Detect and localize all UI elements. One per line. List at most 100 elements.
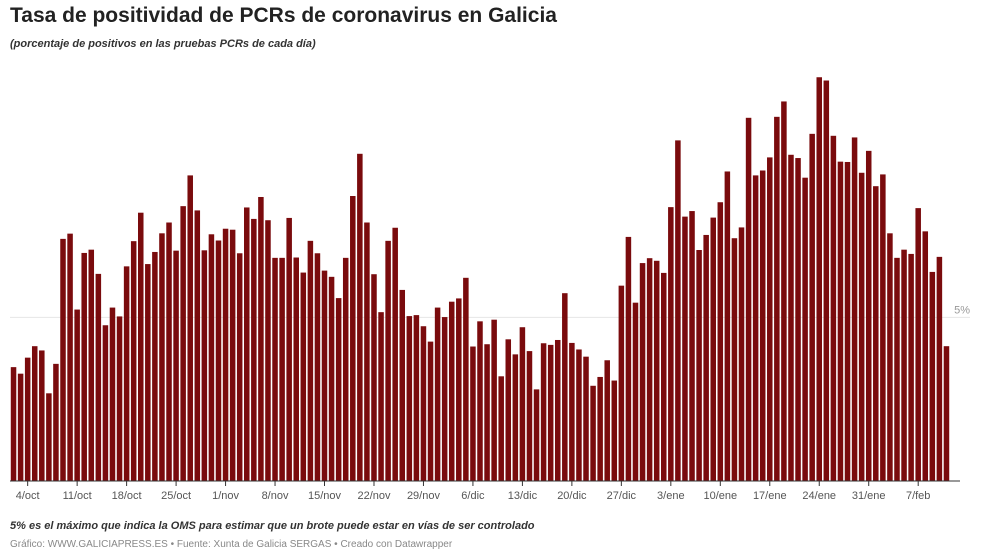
bar xyxy=(194,210,201,481)
x-tick-label: 13/dic xyxy=(508,490,538,502)
bar xyxy=(491,319,497,481)
bar xyxy=(724,171,731,481)
bar xyxy=(208,234,215,481)
bar xyxy=(569,342,575,481)
x-tick-label: 18/oct xyxy=(112,490,142,502)
bar xyxy=(53,363,59,481)
bar xyxy=(152,251,158,481)
x-tick-label: 22/nov xyxy=(357,490,391,502)
bar xyxy=(547,344,554,481)
bar xyxy=(456,298,462,481)
bar xyxy=(830,135,837,482)
bar xyxy=(31,346,38,481)
bar xyxy=(922,231,929,481)
bar xyxy=(526,351,533,481)
x-tick-label: 17/ene xyxy=(753,490,787,502)
bar xyxy=(929,271,936,481)
bar xyxy=(159,233,165,481)
bar xyxy=(696,250,702,481)
x-tick-label: 20/dic xyxy=(557,490,587,502)
bar xyxy=(731,238,738,481)
bar xyxy=(802,177,808,481)
x-tick-label: 7/feb xyxy=(906,490,930,502)
bar xyxy=(123,266,130,481)
bar xyxy=(46,393,52,481)
bar xyxy=(222,228,229,481)
chart-title: Tasa de positividad de PCRs de coronavir… xyxy=(10,4,557,27)
bar xyxy=(576,349,582,481)
bar xyxy=(385,240,391,481)
bar xyxy=(562,293,568,481)
bar xyxy=(936,256,943,481)
bar xyxy=(745,117,752,481)
bar xyxy=(639,263,646,481)
bar xyxy=(378,312,384,481)
bar xyxy=(116,316,123,481)
bar xyxy=(880,174,886,481)
x-tick-label: 3/ene xyxy=(657,490,685,502)
bar xyxy=(590,385,596,481)
bar xyxy=(795,158,801,482)
bar xyxy=(95,273,102,481)
bar xyxy=(293,257,299,481)
bar xyxy=(710,217,716,481)
bar xyxy=(201,250,208,481)
bar xyxy=(632,302,639,481)
bar xyxy=(675,140,681,481)
bar xyxy=(279,257,285,481)
bar xyxy=(611,380,618,481)
bar xyxy=(307,240,314,481)
x-tick-label: 29/nov xyxy=(407,490,441,502)
bar xyxy=(873,186,879,481)
bar xyxy=(894,257,900,481)
bar xyxy=(265,220,271,481)
bar xyxy=(519,327,526,481)
bar xyxy=(145,264,151,481)
x-tick-label: 4/oct xyxy=(16,490,40,502)
bar xyxy=(102,325,109,481)
bar xyxy=(314,253,321,481)
bar xyxy=(300,272,307,481)
bar xyxy=(215,240,222,481)
bar xyxy=(646,258,653,481)
bar xyxy=(512,354,519,481)
bar xyxy=(39,350,45,481)
bar xyxy=(809,133,815,481)
x-tick-label: 24/ene xyxy=(802,490,836,502)
bar xyxy=(597,376,603,481)
bar xyxy=(60,238,66,481)
bar xyxy=(463,277,469,481)
bar xyxy=(180,206,186,481)
x-tick-label: 6/dic xyxy=(461,490,485,502)
bar xyxy=(604,360,610,481)
bar xyxy=(887,233,893,481)
bar xyxy=(717,202,724,482)
x-tick-label: 31/ene xyxy=(852,490,886,502)
bar xyxy=(236,253,243,481)
bar xyxy=(448,301,455,481)
bar xyxy=(661,272,667,481)
bar xyxy=(371,274,377,481)
bar xyxy=(17,373,24,481)
x-tick-label: 27/dic xyxy=(607,490,637,502)
bar xyxy=(364,222,370,481)
bar xyxy=(88,249,95,481)
bar xyxy=(420,326,427,481)
bar xyxy=(682,216,688,481)
bar xyxy=(413,315,420,481)
bar xyxy=(109,307,116,481)
bar xyxy=(554,339,561,481)
x-tick-label: 11/oct xyxy=(63,490,92,502)
bar xyxy=(781,101,787,481)
bar xyxy=(392,227,398,481)
bar xyxy=(441,317,448,481)
x-tick-label: 1/nov xyxy=(212,490,239,502)
bar xyxy=(67,233,73,481)
bar xyxy=(915,208,921,481)
bar xyxy=(434,307,441,481)
bar xyxy=(10,367,17,481)
bar xyxy=(703,234,709,481)
bar xyxy=(908,253,914,481)
bar xyxy=(759,170,766,482)
x-tick-label: 25/oct xyxy=(161,490,191,502)
